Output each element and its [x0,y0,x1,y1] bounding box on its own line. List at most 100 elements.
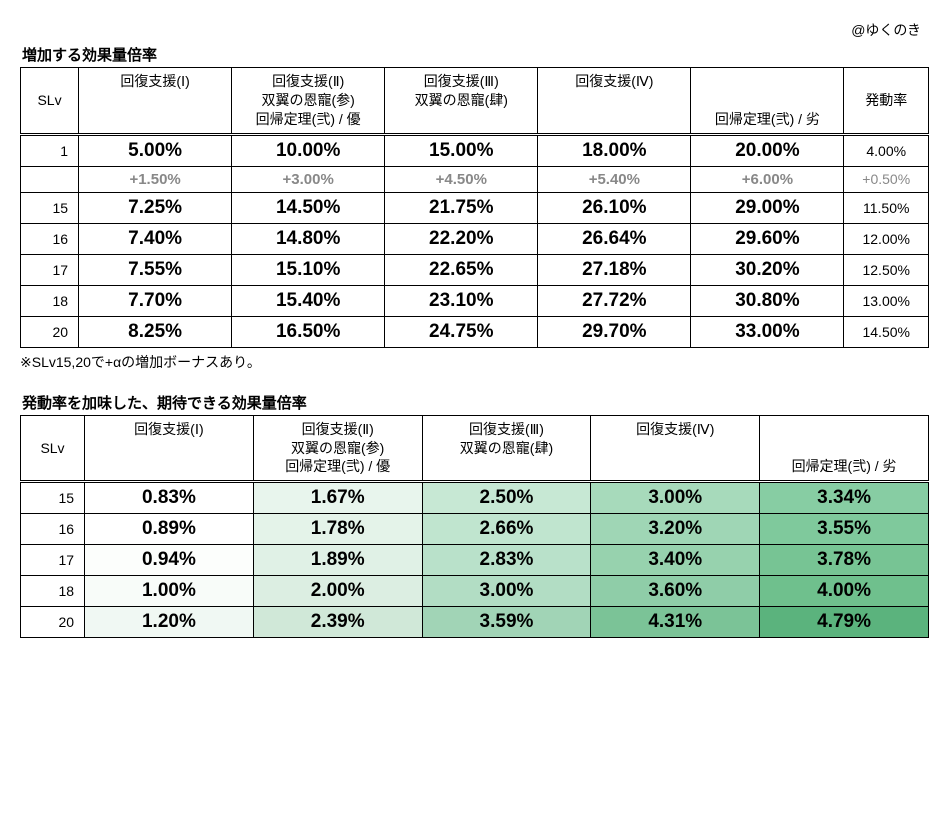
val-cell: 3.00% [422,576,591,607]
val-cell: 4.79% [760,607,929,638]
table2-hdr-slv: SLv [21,415,85,482]
val-cell: 22.20% [385,223,538,254]
table2-header-row: SLv 回復支援(Ⅰ) 回復支援(Ⅱ)双翼の恩寵(参)回帰定理(弐) / 優 回… [21,415,929,482]
val-cell: 3.00% [591,482,760,514]
rate-cell: +0.50% [844,166,929,192]
slv-cell: 15 [21,482,85,514]
slv-cell [21,166,79,192]
table2-row: 181.00%2.00%3.00%3.60%4.00% [21,576,929,607]
val-cell: 18.00% [538,134,691,166]
val-cell: 22.65% [385,254,538,285]
slv-cell: 18 [21,285,79,316]
table1-hdr-col-1: 回復支援(Ⅱ)双翼の恩寵(参)回帰定理(弐) / 優 [232,68,385,135]
val-cell: 21.75% [385,192,538,223]
val-cell: 3.78% [760,545,929,576]
val-cell: 3.20% [591,514,760,545]
table1-row-base: 1 5.00% 10.00% 15.00% 18.00% 20.00% 4.00… [21,134,929,166]
table1-hdr-rate: 発動率 [844,68,929,135]
val-cell: 0.94% [85,545,254,576]
val-cell: 1.78% [253,514,422,545]
table2-title: 発動率を加味した、期待できる効果量倍率 [22,392,929,413]
val-cell: 27.18% [538,254,691,285]
slv-cell: 1 [21,134,79,166]
table2-hdr-col-1: 回復支援(Ⅱ)双翼の恩寵(参)回帰定理(弐) / 優 [253,415,422,482]
val-cell: 2.00% [253,576,422,607]
val-cell: 23.10% [385,285,538,316]
table1-hdr-slv: SLv [21,68,79,135]
val-cell: 30.20% [691,254,844,285]
slv-cell: 16 [21,514,85,545]
table2-row: 201.20%2.39%3.59%4.31%4.79% [21,607,929,638]
slv-cell: 20 [21,607,85,638]
val-cell: 1.00% [85,576,254,607]
val-cell: 29.60% [691,223,844,254]
val-cell: 3.59% [422,607,591,638]
table2-row: 170.94%1.89%2.83%3.40%3.78% [21,545,929,576]
rate-cell: 13.00% [844,285,929,316]
rate-cell: 12.00% [844,223,929,254]
slv-cell: 17 [21,254,79,285]
val-cell: 15.40% [232,285,385,316]
val-cell: 30.80% [691,285,844,316]
val-cell: 1.20% [85,607,254,638]
table2-hdr-col-4: 回帰定理(弐) / 劣 [760,415,929,482]
val-cell: 33.00% [691,316,844,347]
val-cell: 1.89% [253,545,422,576]
val-cell: 3.55% [760,514,929,545]
table2-hdr-col-2: 回復支援(Ⅲ)双翼の恩寵(肆) [422,415,591,482]
val-cell: 0.89% [85,514,254,545]
table1-row: 167.40%14.80%22.20%26.64%29.60%12.00% [21,223,929,254]
val-cell: 20.00% [691,134,844,166]
val-cell: 7.40% [79,223,232,254]
val-cell: 10.00% [232,134,385,166]
table2-row: 150.83%1.67%2.50%3.00%3.34% [21,482,929,514]
table2: SLv 回復支援(Ⅰ) 回復支援(Ⅱ)双翼の恩寵(参)回帰定理(弐) / 優 回… [20,415,929,639]
val-cell: 2.66% [422,514,591,545]
val-cell: 7.70% [79,285,232,316]
val-cell: +4.50% [385,166,538,192]
val-cell: 5.00% [79,134,232,166]
val-cell: 3.40% [591,545,760,576]
slv-cell: 15 [21,192,79,223]
slv-cell: 16 [21,223,79,254]
val-cell: +3.00% [232,166,385,192]
val-cell: 29.70% [538,316,691,347]
val-cell: 14.80% [232,223,385,254]
slv-cell: 17 [21,545,85,576]
val-cell: 15.10% [232,254,385,285]
val-cell: 2.50% [422,482,591,514]
val-cell: 3.60% [591,576,760,607]
rate-cell: 14.50% [844,316,929,347]
slv-cell: 18 [21,576,85,607]
val-cell: 2.39% [253,607,422,638]
val-cell: 4.31% [591,607,760,638]
val-cell: 2.83% [422,545,591,576]
val-cell: 1.67% [253,482,422,514]
table1-hdr-col-2: 回復支援(Ⅲ)双翼の恩寵(肆) [385,68,538,135]
table1-header-row: SLv 回復支援(Ⅰ) 回復支援(Ⅱ)双翼の恩寵(参)回帰定理(弐) / 優 回… [21,68,929,135]
table1-title: 増加する効果量倍率 [22,44,929,65]
val-cell: 0.83% [85,482,254,514]
val-cell: 7.25% [79,192,232,223]
rate-cell: 4.00% [844,134,929,166]
table1-row: 177.55%15.10%22.65%27.18%30.20%12.50% [21,254,929,285]
table1-row-inc: +1.50% +3.00% +4.50% +5.40% +6.00% +0.50… [21,166,929,192]
table1: SLv 回復支援(Ⅰ) 回復支援(Ⅱ)双翼の恩寵(参)回帰定理(弐) / 優 回… [20,67,929,348]
val-cell: 29.00% [691,192,844,223]
val-cell: 15.00% [385,134,538,166]
val-cell: +6.00% [691,166,844,192]
table1-hdr-col-0: 回復支援(Ⅰ) [79,68,232,135]
table2-row: 160.89%1.78%2.66%3.20%3.55% [21,514,929,545]
table1-row: 208.25%16.50%24.75%29.70%33.00%14.50% [21,316,929,347]
val-cell: 7.55% [79,254,232,285]
table1-hdr-col-3: 回復支援(Ⅳ) [538,68,691,135]
val-cell: 14.50% [232,192,385,223]
val-cell: 3.34% [760,482,929,514]
slv-cell: 20 [21,316,79,347]
val-cell: +5.40% [538,166,691,192]
table1-row: 157.25%14.50%21.75%26.10%29.00%11.50% [21,192,929,223]
table2-hdr-col-0: 回復支援(Ⅰ) [85,415,254,482]
val-cell: 4.00% [760,576,929,607]
val-cell: 27.72% [538,285,691,316]
table1-footnote: ※SLv15,20で+αの増加ボーナスあり。 [20,352,929,372]
